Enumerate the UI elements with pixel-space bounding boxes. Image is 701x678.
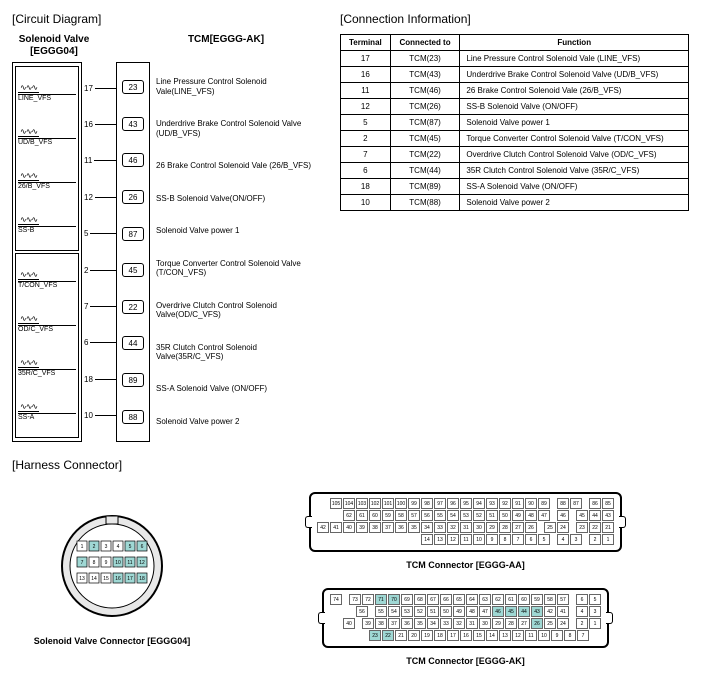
svg-text:7: 7: [81, 560, 84, 566]
tcm-connector-aa: 1051041031021011009998979695949392919089…: [309, 492, 622, 552]
tcm-connector-ak: 7473727170696867666564636261605958576556…: [322, 588, 609, 648]
wire-column: 1716111252761810: [82, 62, 116, 442]
tcm-aa-label: TCM Connector [EGGG-AA]: [309, 560, 622, 570]
solenoid-connector-svg: 123456789101112131415161718: [52, 506, 172, 626]
connection-title: [Connection Information]: [340, 12, 689, 26]
svg-text:17: 17: [127, 576, 133, 582]
svg-text:3: 3: [105, 544, 108, 550]
harness-title: [Harness Connector]: [12, 458, 689, 472]
svg-text:5: 5: [129, 544, 132, 550]
tcm-header: TCM[EGGG-AK]: [96, 34, 322, 58]
svg-text:4: 4: [117, 544, 120, 550]
svg-text:6: 6: [141, 544, 144, 550]
svg-text:9: 9: [105, 560, 108, 566]
solenoid-valve-block: ∿∿∿LINE_VFS∿∿∿UD/B_VFS∿∿∿26/B_VFS∿∿∿SS-B…: [12, 62, 82, 442]
svg-text:18: 18: [139, 576, 145, 582]
function-column: Line Pressure Control Solenoid Vale(LINE…: [150, 62, 322, 442]
svg-text:15: 15: [103, 576, 109, 582]
svg-text:2: 2: [93, 544, 96, 550]
svg-text:11: 11: [127, 560, 132, 566]
svg-text:1: 1: [81, 544, 84, 550]
tcm-pin-column: 23434626874522448988: [116, 62, 150, 442]
tcm-ak-label: TCM Connector [EGGG-AK]: [322, 656, 609, 666]
svg-text:16: 16: [115, 576, 121, 582]
svg-text:12: 12: [139, 560, 145, 566]
svg-text:13: 13: [79, 576, 85, 582]
svg-text:10: 10: [115, 560, 121, 566]
svg-text:14: 14: [91, 576, 97, 582]
solenoid-connector-label: Solenoid Valve Connector [EGGG04]: [12, 636, 212, 646]
circuit-title: [Circuit Diagram]: [12, 12, 322, 26]
svg-text:8: 8: [93, 560, 96, 566]
connection-table: TerminalConnected toFunction 17TCM(23)Li…: [340, 34, 689, 211]
solenoid-header: Solenoid Valve [EGGG04]: [12, 34, 96, 58]
